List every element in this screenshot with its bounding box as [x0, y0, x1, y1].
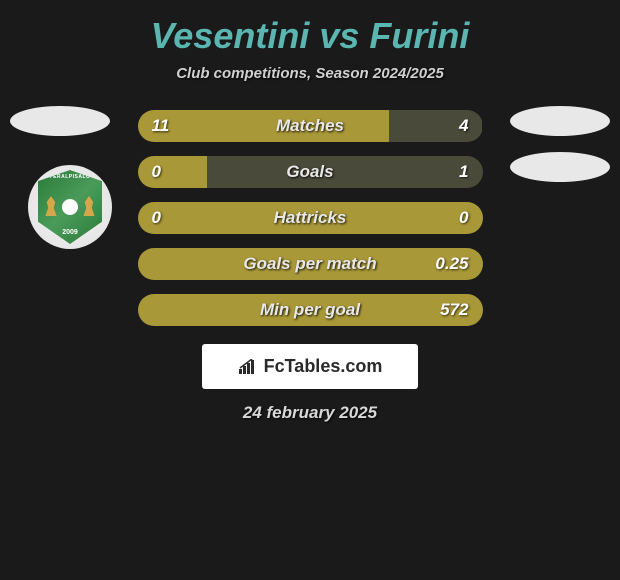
chart-icon: [238, 359, 258, 375]
stats-area: FERALPISALÒ 2009 11 4 Matches 0 1 Goals 0 0 Hatt…: [0, 110, 620, 423]
lion-icon-right: [82, 196, 96, 216]
left-player-badge: [10, 106, 110, 136]
stat-label: Goals per match: [243, 254, 376, 274]
lion-icon-left: [44, 196, 58, 216]
stat-value-right: 0: [459, 208, 468, 228]
stat-row: 0 1 Goals: [138, 156, 483, 188]
stat-row: 0.25 Goals per match: [138, 248, 483, 280]
stat-fill-left: [138, 156, 207, 188]
club-shield: FERALPISALÒ 2009: [38, 170, 102, 244]
stat-value-right: 572: [440, 300, 468, 320]
subtitle-text: Club competitions, Season 2024/2025: [0, 65, 620, 82]
stat-fill-left: [138, 110, 390, 142]
stat-label: Min per goal: [260, 300, 360, 320]
stat-label: Goals: [286, 162, 333, 182]
club-logo: FERALPISALÒ 2009: [28, 165, 112, 249]
right-player-badge-1: [510, 106, 610, 136]
stat-fill-right: [207, 156, 483, 188]
club-name-text: FERALPISALÒ: [50, 174, 91, 180]
main-container: Vesentini vs Furini Club competitions, S…: [0, 0, 620, 580]
stat-value-left: 0: [152, 162, 161, 182]
stat-value-left: 0: [152, 208, 161, 228]
brand-text: FcTables.com: [264, 356, 383, 377]
stat-value-right: 1: [459, 162, 468, 182]
vs-text: vs: [319, 15, 359, 56]
right-player-badge-2: [510, 152, 610, 182]
date-text: 24 february 2025: [10, 403, 610, 423]
stat-value-right: 0.25: [435, 254, 468, 274]
brand-box[interactable]: FcTables.com: [202, 344, 418, 389]
ball-icon: [62, 199, 78, 215]
player-left-name: Vesentini: [151, 15, 310, 56]
stat-label: Matches: [276, 116, 344, 136]
stat-row: 0 0 Hattricks: [138, 202, 483, 234]
stat-row: 11 4 Matches: [138, 110, 483, 142]
stat-value-right: 4: [459, 116, 468, 136]
stat-value-left: 11: [152, 116, 170, 136]
comparison-title: Vesentini vs Furini: [0, 15, 620, 57]
stat-row: 572 Min per goal: [138, 294, 483, 326]
club-year-text: 2009: [62, 229, 78, 236]
player-right-name: Furini: [369, 15, 469, 56]
stat-fill-right: [389, 110, 482, 142]
stat-label: Hattricks: [274, 208, 347, 228]
